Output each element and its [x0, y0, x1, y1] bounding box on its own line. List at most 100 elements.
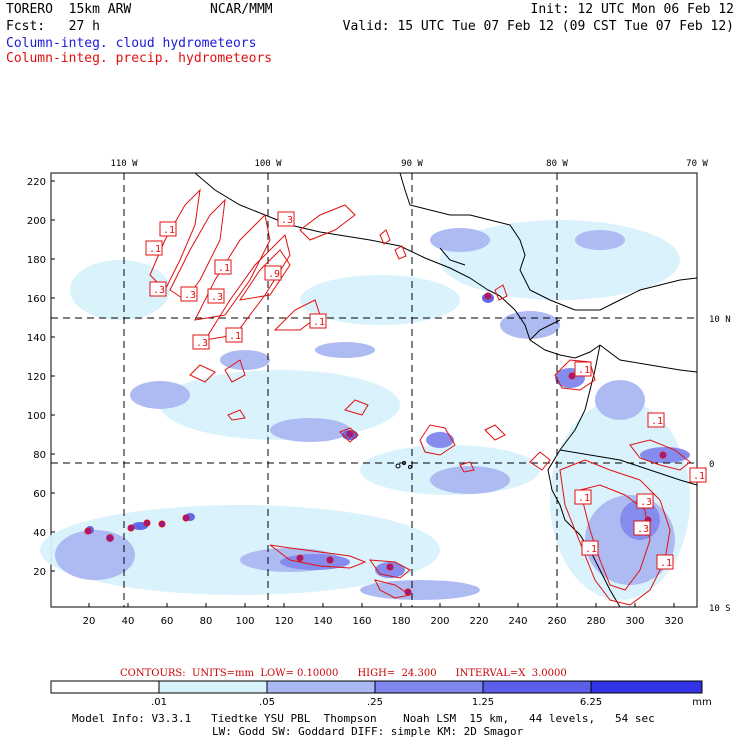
- scale-value: 1.25: [472, 697, 494, 708]
- box-label-text: .1: [149, 244, 161, 255]
- y-tick-label: 200: [27, 216, 46, 227]
- scale-value: .01: [151, 697, 167, 708]
- lon-label: 100 W: [254, 159, 282, 169]
- box-label-text: .1: [163, 225, 175, 236]
- cloud-patch: [430, 466, 510, 494]
- box-label-text: .1: [693, 471, 705, 482]
- cloud-patch: [300, 275, 460, 325]
- cloud-field-label: Column-integ. cloud hydrometeors: [6, 36, 257, 51]
- lat-label: 10 N: [709, 315, 731, 325]
- cloud-patch: [575, 230, 625, 250]
- y-tick-label: 180: [27, 255, 46, 266]
- border: [599, 344, 698, 373]
- box-label-text: .3: [196, 338, 208, 349]
- box-label: [277, 211, 295, 227]
- box-label: [145, 240, 163, 256]
- contour: [374, 579, 412, 599]
- org-label: NCAR/MMM: [210, 2, 273, 17]
- box-label-text: .3: [637, 524, 649, 535]
- y-tick-label: 40: [33, 528, 46, 539]
- x-tick-label: 220: [469, 616, 488, 627]
- model-info-2: LW: Godd SW: Goddard DIFF: simple KM: 2D…: [212, 725, 524, 738]
- box-label: [207, 288, 225, 304]
- cloud-patch: [130, 381, 190, 409]
- border: [559, 449, 698, 486]
- init-time: Init: 12 UTC Mon 06 Feb 12: [530, 2, 735, 17]
- contour: [484, 424, 506, 441]
- forecast-hour: Fcst: 27 h: [6, 19, 100, 34]
- contour: [529, 451, 551, 471]
- x-tick-label: 100: [235, 616, 254, 627]
- box-label-text: .3: [640, 497, 652, 508]
- box-label: [264, 265, 282, 281]
- contour: [559, 459, 671, 606]
- x-tick-label: 60: [161, 616, 174, 627]
- lat-label: 10 S: [709, 604, 731, 614]
- coastline-mexico: [194, 172, 501, 297]
- border: [529, 319, 561, 341]
- contour: [273, 299, 321, 331]
- lat-label: 0: [709, 460, 714, 470]
- box-label: [689, 467, 707, 483]
- y-tick-label: 140: [27, 333, 46, 344]
- contour: [269, 544, 367, 569]
- box-label-text: .3: [184, 290, 196, 301]
- x-tick-label: 320: [664, 616, 683, 627]
- y-axis: 220 200 180 160 140 120 100 80 60 40 20: [27, 177, 46, 578]
- lon-labels: 110 W 100 W 90 W 80 W 70 W: [110, 159, 708, 169]
- contour: [554, 359, 596, 391]
- box-label-text: .3: [211, 292, 223, 303]
- cloud-patch: [595, 380, 645, 420]
- contour: [224, 359, 246, 383]
- x-tick-label: 140: [313, 616, 332, 627]
- contour: [344, 399, 369, 416]
- box-label-text: .1: [578, 365, 590, 376]
- scale-bin: [266, 680, 376, 694]
- coastline-central-america: [499, 295, 601, 359]
- contour: [419, 424, 456, 456]
- cloud-patch: [426, 432, 454, 448]
- cloud-patch: [360, 580, 480, 600]
- x-tick-label: 80: [200, 616, 213, 627]
- contour: [299, 204, 356, 241]
- box-label-text: .3: [281, 215, 293, 226]
- x-tick-label: 200: [430, 616, 449, 627]
- coastlines: [194, 172, 698, 608]
- contour: [368, 559, 411, 579]
- color-scale: [50, 680, 703, 694]
- scale-bin: [374, 680, 484, 694]
- box-label: [192, 334, 210, 350]
- coastline-caribbean: [399, 172, 576, 311]
- box-labels: .1 .1 .1 .3 .3 .3 .1 .3 .3 .1 .9 .1 .1 .…: [145, 211, 707, 570]
- y-tick-label: 80: [33, 450, 46, 461]
- contour: [379, 229, 391, 245]
- model-title: TORERO 15km ARW: [6, 2, 132, 17]
- box-label: [309, 313, 327, 329]
- box-label: [214, 259, 232, 275]
- y-tick-label: 220: [27, 177, 46, 188]
- box-label: [656, 554, 674, 570]
- x-tick-label: 180: [391, 616, 410, 627]
- valid-time: Valid: 15 UTC Tue 07 Feb 12 (09 CST Tue …: [342, 19, 734, 34]
- model-info-1: Model Info: V3.3.1 Tiedtke YSU PBL Thomp…: [72, 712, 655, 725]
- cloud-patch: [55, 530, 135, 580]
- graticule: [51, 173, 697, 607]
- box-label: [180, 286, 198, 302]
- box-label: [647, 412, 665, 428]
- scale-value: 6.25: [580, 697, 602, 708]
- contour: [459, 461, 475, 473]
- box-label: [574, 361, 592, 377]
- box-label-text: .1: [229, 331, 241, 342]
- box-label: [581, 540, 599, 556]
- contour: [238, 249, 291, 301]
- precip-field-label: Column-integ. precip. hydrometeors: [6, 51, 273, 66]
- cloud-patch: [70, 260, 170, 320]
- lon-label: 80 W: [546, 159, 568, 169]
- x-tick-label: 300: [625, 616, 644, 627]
- y-tick-label: 60: [33, 489, 46, 500]
- box-label: [633, 520, 651, 536]
- lon-label: 110 W: [110, 159, 138, 169]
- lon-label: 90 W: [401, 159, 423, 169]
- scale-bin: [482, 680, 592, 694]
